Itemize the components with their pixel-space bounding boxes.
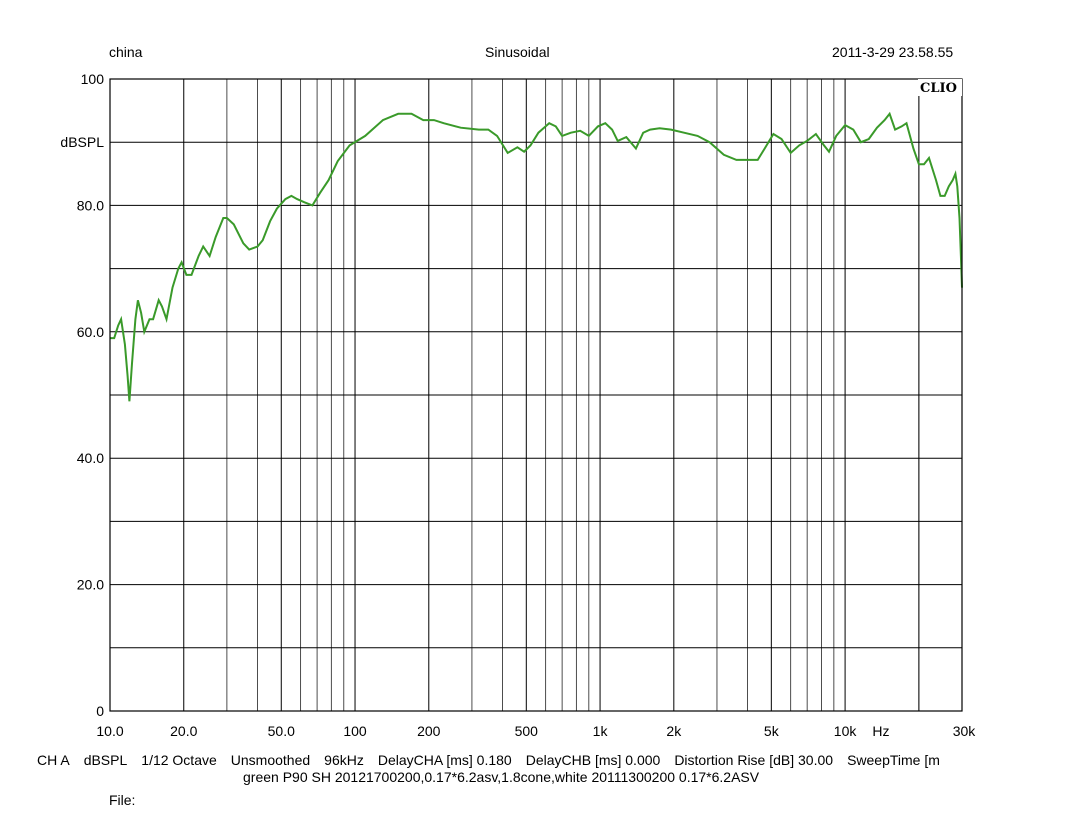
brand-box bbox=[918, 79, 962, 96]
x-tick-label: 10k bbox=[834, 723, 858, 739]
y-tick-label: 80.0 bbox=[77, 197, 104, 213]
x-tick-label: 100 bbox=[343, 723, 367, 739]
footer-setting-item: DelayCHA [ms] 0.180 bbox=[377, 752, 512, 768]
footer-setting-item: CH A bbox=[37, 752, 70, 768]
y-tick-label: 60.0 bbox=[77, 324, 104, 340]
footer-setting-item: 1/12 Octave bbox=[141, 752, 217, 768]
footer-setting-item: 96kHz bbox=[324, 752, 364, 768]
x-tick-label: 10.0 bbox=[96, 723, 123, 739]
y-tick-label: 100 bbox=[81, 71, 105, 87]
x-tick-label: 50.0 bbox=[268, 723, 295, 739]
clio-logo-text: CLIO bbox=[920, 81, 957, 96]
header-timestamp: 2011-3-29 23.58.55 bbox=[832, 44, 954, 60]
y-tick-label: 0 bbox=[96, 703, 104, 719]
header-left-text: china bbox=[109, 44, 143, 60]
x-axis-unit-label: Hz bbox=[872, 723, 889, 739]
y-axis-labels: 100 dBSPL 80.0 60.0 40.0 20.0 0 bbox=[60, 71, 104, 719]
chart-title: Sinusoidal bbox=[485, 44, 550, 60]
plot-frame bbox=[109, 78, 963, 712]
x-tick-label: 20.0 bbox=[170, 723, 197, 739]
footer-setting-item: DelayCHB [ms] 0.000 bbox=[525, 752, 661, 768]
y-tick-label: 40.0 bbox=[77, 450, 104, 466]
footer-setting-item: Distortion Rise [dB] 30.00 bbox=[674, 752, 834, 768]
x-tick-label: 500 bbox=[515, 723, 539, 739]
file-label: File: bbox=[109, 792, 136, 808]
footer-setting-item: dBSPL bbox=[83, 752, 128, 768]
y-tick-label: 20.0 bbox=[77, 577, 104, 593]
x-axis-labels: 10.0 20.0 50.0 100 200 500 1k 2k 5k 10k 30k Hz bbox=[96, 723, 976, 739]
footer-description: green P90 SH 20121700200,0.17*6.2asv,1.8… bbox=[243, 769, 760, 785]
footer-setting-item: Unsmoothed bbox=[230, 752, 311, 768]
x-tick-label: 30k bbox=[953, 723, 977, 739]
x-tick-label: 5k bbox=[764, 723, 780, 739]
chart-grid bbox=[110, 79, 962, 711]
footer-settings-line: CH A dBSPL 1/12 Octave Unsmoothed 96kHz Delay… bbox=[37, 752, 977, 768]
y-tick-label: dBSPL bbox=[60, 134, 104, 150]
x-tick-label: 2k bbox=[666, 723, 682, 739]
x-tick-label: 1k bbox=[593, 723, 609, 739]
x-tick-label: 200 bbox=[417, 723, 441, 739]
footer-setting-item: SweepTime [m bbox=[847, 752, 940, 768]
response-trace bbox=[110, 111, 963, 402]
